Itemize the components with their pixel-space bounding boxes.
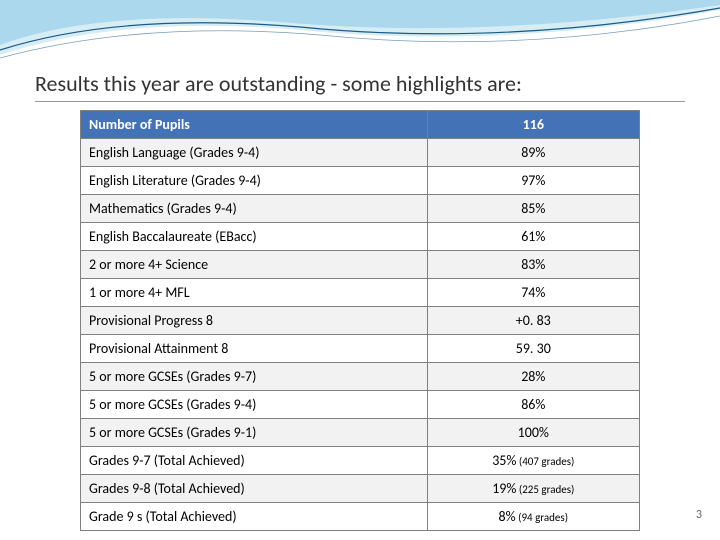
row-label: English Literature (Grades 9-4) <box>81 167 428 195</box>
table-row: Provisional Progress 8+0. 83 <box>81 307 640 335</box>
table-row: English Language (Grades 9-4)89% <box>81 139 640 167</box>
row-value: 97% <box>427 167 639 195</box>
row-label: 2 or more 4+ Science <box>81 251 428 279</box>
row-value: 89% <box>427 139 639 167</box>
row-value: 59. 30 <box>427 335 639 363</box>
table-row: 5 or more GCSEs (Grades 9-4)86% <box>81 391 640 419</box>
row-value: 8% (94 grades) <box>427 503 639 531</box>
row-value: 100% <box>427 419 639 447</box>
row-value: 85% <box>427 195 639 223</box>
table-row: English Literature (Grades 9-4)97% <box>81 167 640 195</box>
table-row: 2 or more 4+ Science83% <box>81 251 640 279</box>
row-label: 5 or more GCSEs (Grades 9-7) <box>81 363 428 391</box>
row-label: 5 or more GCSEs (Grades 9-1) <box>81 419 428 447</box>
row-value-sub: (407 grades) <box>516 455 574 468</box>
row-value: 74% <box>427 279 639 307</box>
row-label: Grades 9-8 (Total Achieved) <box>81 475 428 503</box>
row-label: English Language (Grades 9-4) <box>81 139 428 167</box>
table-row: Grades 9-7 (Total Achieved)35% (407 grad… <box>81 447 640 475</box>
row-label: Provisional Progress 8 <box>81 307 428 335</box>
table-header-row: Number of Pupils 116 <box>81 111 640 139</box>
row-label: English Baccalaureate (EBacc) <box>81 223 428 251</box>
row-value: +0. 83 <box>427 307 639 335</box>
row-value-sub: (94 grades) <box>516 511 568 524</box>
row-value-sub: (225 grades) <box>516 483 574 496</box>
row-label: 1 or more 4+ MFL <box>81 279 428 307</box>
slide-title: Results this year are outstanding - some… <box>35 70 685 102</box>
table-row: Grades 9-8 (Total Achieved)19% (225 grad… <box>81 475 640 503</box>
row-label: 5 or more GCSEs (Grades 9-4) <box>81 391 428 419</box>
results-table: Number of Pupils 116 English Language (G… <box>80 110 640 531</box>
row-value: 35% (407 grades) <box>427 447 639 475</box>
table-row: Grade 9 s (Total Achieved)8% (94 grades) <box>81 503 640 531</box>
row-label: Grade 9 s (Total Achieved) <box>81 503 428 531</box>
row-value: 83% <box>427 251 639 279</box>
header-value: 116 <box>427 111 639 139</box>
row-label: Provisional Attainment 8 <box>81 335 428 363</box>
row-value: 86% <box>427 391 639 419</box>
header-label: Number of Pupils <box>81 111 428 139</box>
table-row: 1 or more 4+ MFL74% <box>81 279 640 307</box>
row-value: 61% <box>427 223 639 251</box>
row-value: 19% (225 grades) <box>427 475 639 503</box>
table-row: Provisional Attainment 859. 30 <box>81 335 640 363</box>
table-row: Mathematics (Grades 9-4)85% <box>81 195 640 223</box>
table-row: 5 or more GCSEs (Grades 9-7)28% <box>81 363 640 391</box>
table-row: 5 or more GCSEs (Grades 9-1)100% <box>81 419 640 447</box>
row-label: Grades 9-7 (Total Achieved) <box>81 447 428 475</box>
row-value: 28% <box>427 363 639 391</box>
table-row: English Baccalaureate (EBacc)61% <box>81 223 640 251</box>
row-label: Mathematics (Grades 9-4) <box>81 195 428 223</box>
